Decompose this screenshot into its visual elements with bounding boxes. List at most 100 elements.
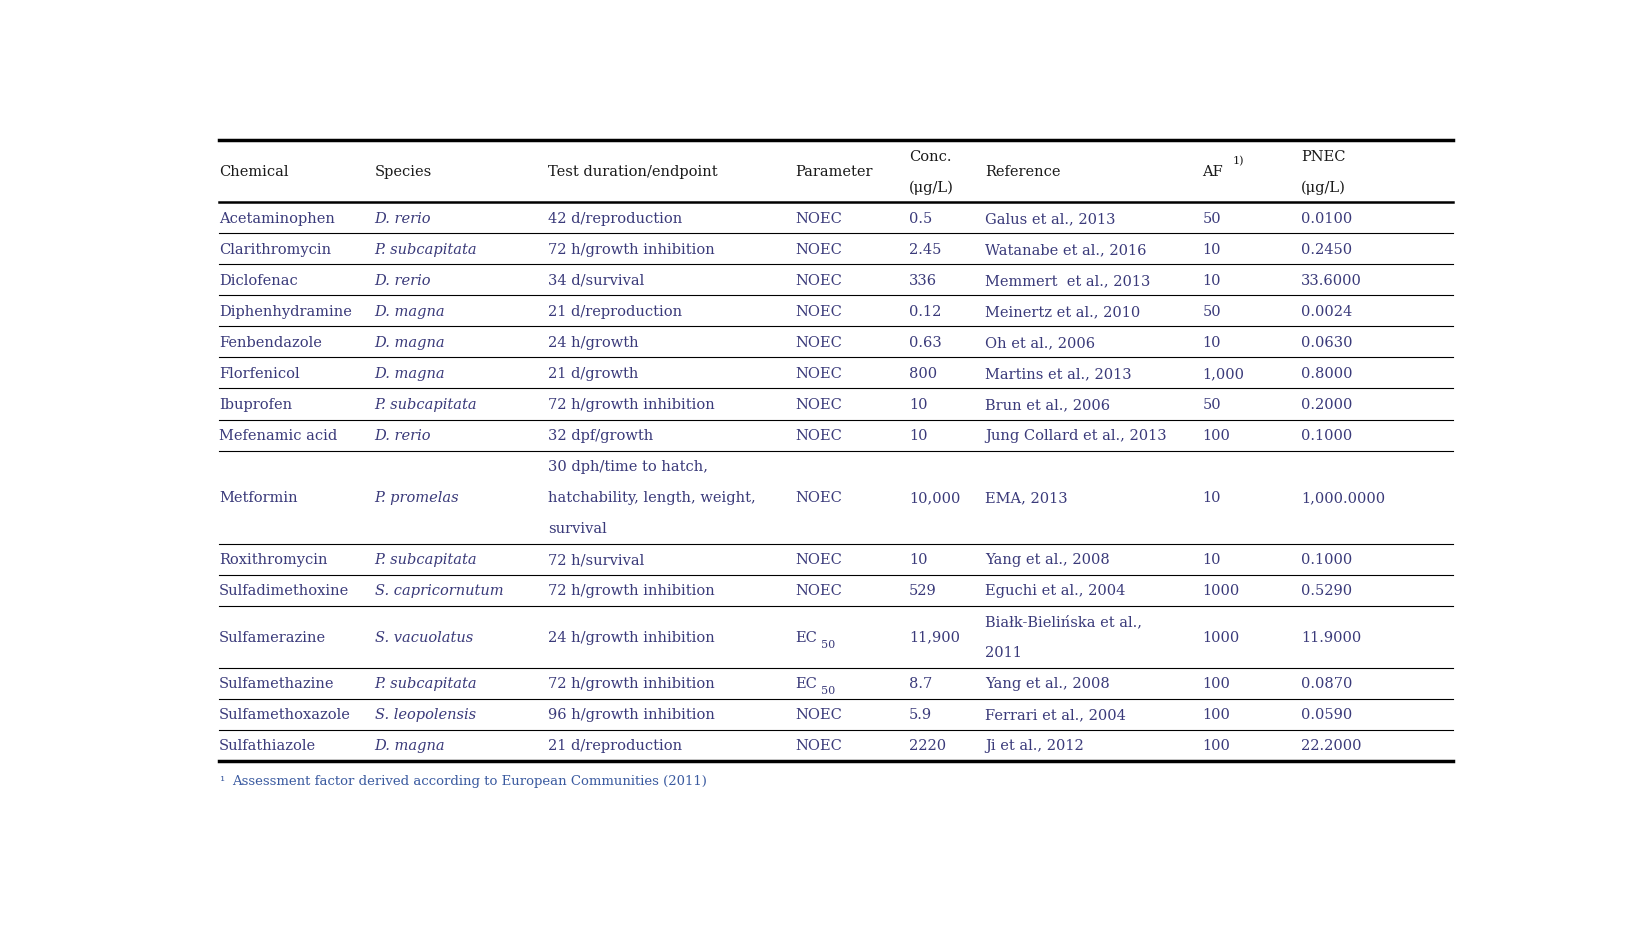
Text: 336: 336	[908, 273, 937, 287]
Text: 96 h/growth inhibition: 96 h/growth inhibition	[548, 708, 714, 722]
Text: ¹: ¹	[218, 774, 225, 787]
Text: S. leopolensis: S. leopolensis	[375, 708, 476, 722]
Text: P. promelas: P. promelas	[375, 490, 460, 505]
Text: 72 h/growth inhibition: 72 h/growth inhibition	[548, 242, 714, 256]
Text: 2220: 2220	[908, 739, 945, 753]
Text: 8.7: 8.7	[908, 677, 932, 691]
Text: Ibuprofen: Ibuprofen	[218, 398, 292, 412]
Text: 50: 50	[1201, 212, 1221, 226]
Text: NOEC: NOEC	[795, 490, 841, 505]
Text: D. magna: D. magna	[375, 367, 445, 381]
Text: Clarithromycin: Clarithromycin	[218, 242, 331, 256]
Text: 529: 529	[908, 583, 936, 597]
Text: 2011: 2011	[985, 646, 1022, 660]
Text: NOEC: NOEC	[795, 552, 841, 566]
Text: 100: 100	[1201, 739, 1229, 753]
Text: 72 h/growth inhibition: 72 h/growth inhibition	[548, 583, 714, 597]
Text: 11,900: 11,900	[908, 630, 960, 644]
Text: NOEC: NOEC	[795, 273, 841, 287]
Text: 0.0870: 0.0870	[1301, 677, 1351, 691]
Text: 0.0100: 0.0100	[1301, 212, 1351, 226]
Text: NOEC: NOEC	[795, 212, 841, 226]
Text: S. capricornutum: S. capricornutum	[375, 583, 502, 597]
Text: Mefenamic acid: Mefenamic acid	[218, 429, 337, 443]
Text: 10,000: 10,000	[908, 490, 960, 505]
Text: 10: 10	[1201, 336, 1221, 349]
Text: 10: 10	[1201, 273, 1221, 287]
Text: Sulfamethazine: Sulfamethazine	[218, 677, 334, 691]
Text: 0.2000: 0.2000	[1301, 398, 1351, 412]
Text: 72 h/survival: 72 h/survival	[548, 552, 644, 566]
Text: D. magna: D. magna	[375, 739, 445, 753]
Text: Ji et al., 2012: Ji et al., 2012	[985, 739, 1082, 753]
Text: P. subcapitata: P. subcapitata	[375, 552, 478, 566]
Text: Chemical: Chemical	[218, 165, 289, 179]
Text: 800: 800	[908, 367, 937, 381]
Text: Martins et al., 2013: Martins et al., 2013	[985, 367, 1131, 381]
Text: 50: 50	[1201, 304, 1221, 318]
Text: 0.5: 0.5	[908, 212, 932, 226]
Text: NOEC: NOEC	[795, 367, 841, 381]
Text: Test duration/endpoint: Test duration/endpoint	[548, 165, 717, 179]
Text: Fenbendazole: Fenbendazole	[218, 336, 321, 349]
Text: 10: 10	[908, 429, 927, 443]
Text: 0.63: 0.63	[908, 336, 942, 349]
Text: 50: 50	[1201, 398, 1221, 412]
Text: Oh et al., 2006: Oh et al., 2006	[985, 336, 1094, 349]
Text: NOEC: NOEC	[795, 583, 841, 597]
Text: PNEC: PNEC	[1301, 150, 1345, 164]
Text: 100: 100	[1201, 708, 1229, 722]
Text: 30 dph/time to hatch,: 30 dph/time to hatch,	[548, 460, 707, 474]
Text: Sulfamerazine: Sulfamerazine	[218, 630, 326, 644]
Text: Eguchi et al., 2004: Eguchi et al., 2004	[985, 583, 1125, 597]
Text: NOEC: NOEC	[795, 739, 841, 753]
Text: 11.9000: 11.9000	[1301, 630, 1361, 644]
Text: 0.8000: 0.8000	[1301, 367, 1351, 381]
Text: NOEC: NOEC	[795, 398, 841, 412]
Text: Yang et al., 2008: Yang et al., 2008	[985, 677, 1108, 691]
Text: P. subcapitata: P. subcapitata	[375, 677, 478, 691]
Text: 72 h/growth inhibition: 72 h/growth inhibition	[548, 398, 714, 412]
Text: 0.5290: 0.5290	[1301, 583, 1351, 597]
Text: 2.45: 2.45	[908, 242, 941, 256]
Text: 10: 10	[1201, 490, 1221, 505]
Text: 0.2450: 0.2450	[1301, 242, 1351, 256]
Text: 33.6000: 33.6000	[1301, 273, 1361, 287]
Text: Roxithromycin: Roxithromycin	[218, 552, 328, 566]
Text: P. subcapitata: P. subcapitata	[375, 242, 478, 256]
Text: 34 d/survival: 34 d/survival	[548, 273, 644, 287]
Text: (μg/L): (μg/L)	[1301, 181, 1345, 195]
Text: 72 h/growth inhibition: 72 h/growth inhibition	[548, 677, 714, 691]
Text: 5.9: 5.9	[908, 708, 932, 722]
Text: AF: AF	[1201, 165, 1222, 179]
Text: Memmert  et al., 2013: Memmert et al., 2013	[985, 273, 1149, 287]
Text: Florfenicol: Florfenicol	[218, 367, 300, 381]
Text: D. rerio: D. rerio	[375, 273, 430, 287]
Text: 0.0630: 0.0630	[1301, 336, 1351, 349]
Text: D. magna: D. magna	[375, 336, 445, 349]
Text: 24 h/growth inhibition: 24 h/growth inhibition	[548, 630, 714, 644]
Text: 0.1000: 0.1000	[1301, 429, 1351, 443]
Text: 42 d/reproduction: 42 d/reproduction	[548, 212, 681, 226]
Text: survival: survival	[548, 521, 606, 535]
Text: 0.0590: 0.0590	[1301, 708, 1351, 722]
Text: Sulfamethoxazole: Sulfamethoxazole	[218, 708, 350, 722]
Text: Ferrari et al., 2004: Ferrari et al., 2004	[985, 708, 1125, 722]
Text: Diclofenac: Diclofenac	[218, 273, 298, 287]
Text: 50: 50	[820, 685, 835, 695]
Text: NOEC: NOEC	[795, 242, 841, 256]
Text: 21 d/reproduction: 21 d/reproduction	[548, 739, 681, 753]
Text: 0.12: 0.12	[908, 304, 941, 318]
Text: Acetaminophen: Acetaminophen	[218, 212, 334, 226]
Text: 1,000.0000: 1,000.0000	[1301, 490, 1384, 505]
Text: 24 h/growth: 24 h/growth	[548, 336, 637, 349]
Text: 1): 1)	[1232, 156, 1244, 167]
Text: Galus et al., 2013: Galus et al., 2013	[985, 212, 1115, 226]
Text: 10: 10	[1201, 242, 1221, 256]
Text: D. rerio: D. rerio	[375, 429, 430, 443]
Text: 1000: 1000	[1201, 630, 1239, 644]
Text: EC: EC	[795, 630, 817, 644]
Text: D. rerio: D. rerio	[375, 212, 430, 226]
Text: Watanabe et al., 2016: Watanabe et al., 2016	[985, 242, 1146, 256]
Text: Meinertz et al., 2010: Meinertz et al., 2010	[985, 304, 1139, 318]
